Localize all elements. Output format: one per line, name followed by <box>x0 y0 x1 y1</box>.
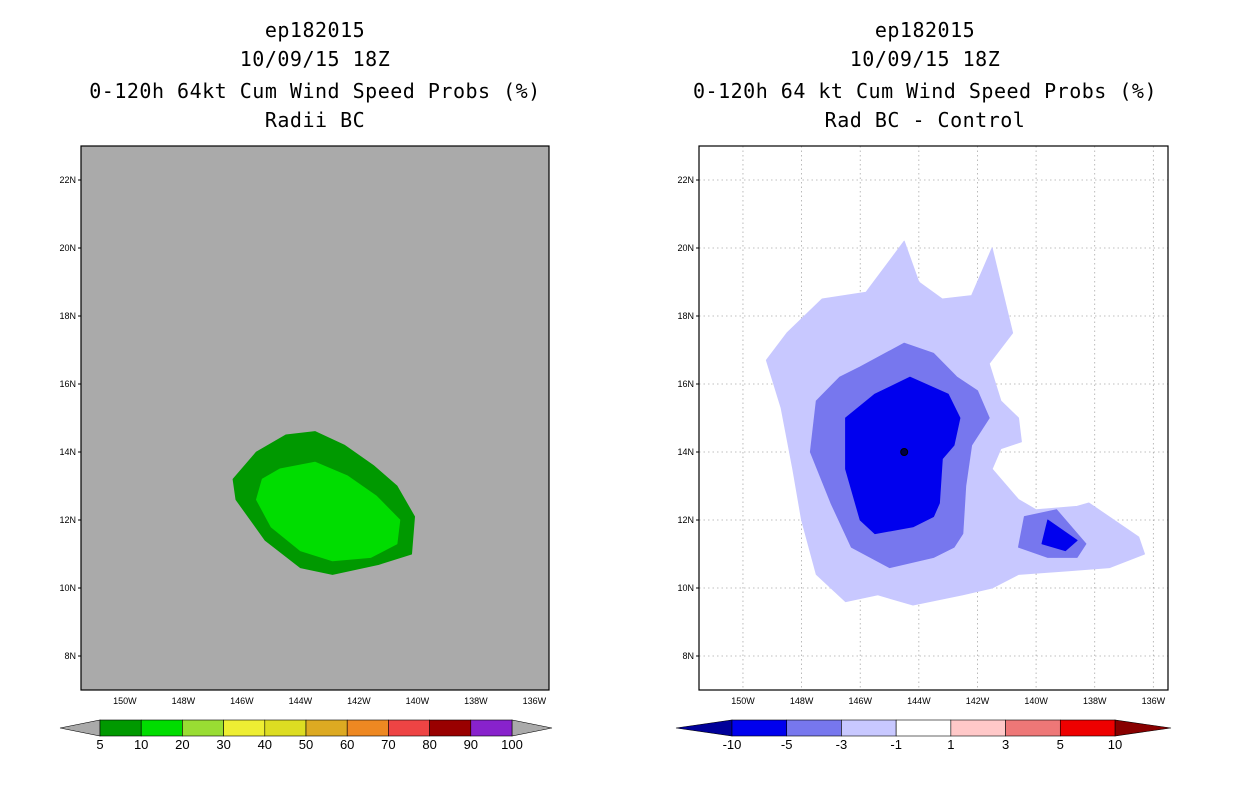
right-y-tick-label: 18N <box>677 311 694 321</box>
left-x-tick-label: 146W <box>230 696 254 706</box>
left-colorbar-label: 80 <box>422 737 436 752</box>
left-plot-background <box>81 146 549 690</box>
left-colorbar-swatch <box>140 719 183 737</box>
left-colorbar-swatch <box>182 719 224 737</box>
left-colorbar-label: 10 <box>134 737 148 752</box>
right-colorbar-swatch <box>731 719 788 737</box>
left-title-text: 0-120h 64kt Cum Wind Speed Probs (%) <box>89 79 541 103</box>
left-plot-frame <box>80 145 550 691</box>
left-colorbar-swatch <box>470 719 513 737</box>
left-storm-id: ep182015 <box>264 18 366 42</box>
right-y-tick-label: 16N <box>677 379 694 389</box>
right-y-tick-label: 14N <box>677 447 694 457</box>
left-x-tick-label: 144W <box>289 696 313 706</box>
left-colorbar-label: 70 <box>381 737 395 752</box>
left-colorbar-label: 90 <box>464 737 478 752</box>
left-colorbar-swatch <box>223 719 266 737</box>
left-colorbar-label: 50 <box>299 737 313 752</box>
right-storm-center-marker <box>900 448 909 456</box>
right-plot-frame <box>698 145 1169 691</box>
right-colorbar: -10 -5 -3 -1 1 3 5 10 <box>675 719 1172 752</box>
left-colorbar-label: 100 <box>501 737 523 752</box>
right-y-tick-label: 12N <box>677 515 694 525</box>
right-colorbar-swatch <box>1005 719 1061 737</box>
right-colorbar-swatch <box>1059 719 1116 737</box>
left-colorbar-swatch <box>305 719 348 737</box>
right-colorbar-label: 5 <box>1057 737 1064 752</box>
right-x-tick-label: 150W <box>731 696 755 706</box>
left-y-tick-label: 8N <box>64 651 76 661</box>
left-x-tick-label: 138W <box>464 696 488 706</box>
left-x-tick-label: 148W <box>172 696 196 706</box>
left-x-tick-label: 136W <box>523 696 547 706</box>
right-colorbar-swatch <box>950 719 1006 737</box>
left-y-tick-label: 16N <box>59 379 76 389</box>
right-colorbar-swatch <box>786 719 842 737</box>
left-chart-title: ep182015 10/09/15 18Z 0-120h 64kt Cum Wi… <box>60 16 570 135</box>
right-colorbar-label: -10 <box>723 737 742 752</box>
right-colorbar-low-arrow <box>675 719 733 737</box>
left-colorbar-label: 5 <box>96 737 103 752</box>
left-y-tick-label: 20N <box>59 243 76 253</box>
right-colorbar-label: 3 <box>1002 737 1009 752</box>
left-y-tick-label: 18N <box>59 311 76 321</box>
left-colorbar-label: 60 <box>340 737 354 752</box>
right-x-tick-label: 136W <box>1142 696 1166 706</box>
right-chart-title: ep182015 10/09/15 18Z 0-120h 64 kt Cum W… <box>660 16 1190 135</box>
right-x-tick-label: 138W <box>1083 696 1107 706</box>
right-colorbar-label: -5 <box>781 737 793 752</box>
left-colorbar-swatch <box>264 719 307 737</box>
left-colorbar-high-arrow <box>511 719 553 737</box>
right-subtitle: Rad BC - Control <box>824 108 1026 132</box>
left-y-tick-label: 10N <box>59 583 76 593</box>
left-x-tick-label: 140W <box>406 696 430 706</box>
left-colorbar-swatch <box>388 719 430 737</box>
right-x-tick-label: 144W <box>907 696 931 706</box>
right-y-tick-label: 20N <box>677 243 694 253</box>
right-x-tick-label: 148W <box>790 696 814 706</box>
right-title-text: 0-120h 64 kt Cum Wind Speed Probs (%) <box>692 79 1158 103</box>
left-colorbar: 5 10 20 30 40 50 60 70 80 90 100 <box>59 719 553 752</box>
right-colorbar-swatch <box>895 719 952 737</box>
left-y-tick-label: 22N <box>59 175 76 185</box>
left-x-tick-label: 142W <box>347 696 371 706</box>
right-y-tick-label: 22N <box>677 175 694 185</box>
right-storm-id: ep182015 <box>874 18 976 42</box>
left-subtitle: Radii BC <box>264 108 366 132</box>
right-x-tick-label: 140W <box>1024 696 1048 706</box>
left-colorbar-label: 40 <box>258 737 272 752</box>
right-colorbar-label: -3 <box>836 737 848 752</box>
left-colorbar-swatch <box>346 719 389 737</box>
left-y-tick-label: 12N <box>59 515 76 525</box>
right-y-tick-label: 8N <box>682 651 694 661</box>
right-plot-group: 150W 148W 146W 144W 142W 140W 138W 136W 8N 10N 12N… <box>677 145 1169 706</box>
right-x-tick-label: 142W <box>966 696 990 706</box>
left-colorbar-swatch <box>429 719 472 737</box>
left-colorbar-swatch <box>99 719 142 737</box>
right-contour-m5-4 <box>1041 519 1078 552</box>
left-colorbar-label: 30 <box>216 737 230 752</box>
right-y-tick-label: 10N <box>677 583 694 593</box>
right-colorbar-swatch <box>841 719 897 737</box>
left-colorbar-label: 20 <box>175 737 189 752</box>
right-x-tick-label: 146W <box>848 696 872 706</box>
right-colorbar-label: 10 <box>1108 737 1122 752</box>
left-datetime: 10/09/15 18Z <box>239 47 391 71</box>
left-x-tick-label: 150W <box>113 696 137 706</box>
left-plot-group: 150W 148W 146W 144W 142W 140W 138W 136W 8N 10N 12N… <box>59 145 550 706</box>
right-datetime: 10/09/15 18Z <box>849 47 1001 71</box>
left-contour-10-1 <box>256 461 401 562</box>
right-colorbar-label: 1 <box>947 737 954 752</box>
right-colorbar-label: -1 <box>890 737 902 752</box>
left-y-tick-label: 14N <box>59 447 76 457</box>
left-colorbar-low-arrow <box>59 719 101 737</box>
right-colorbar-high-arrow <box>1114 719 1172 737</box>
